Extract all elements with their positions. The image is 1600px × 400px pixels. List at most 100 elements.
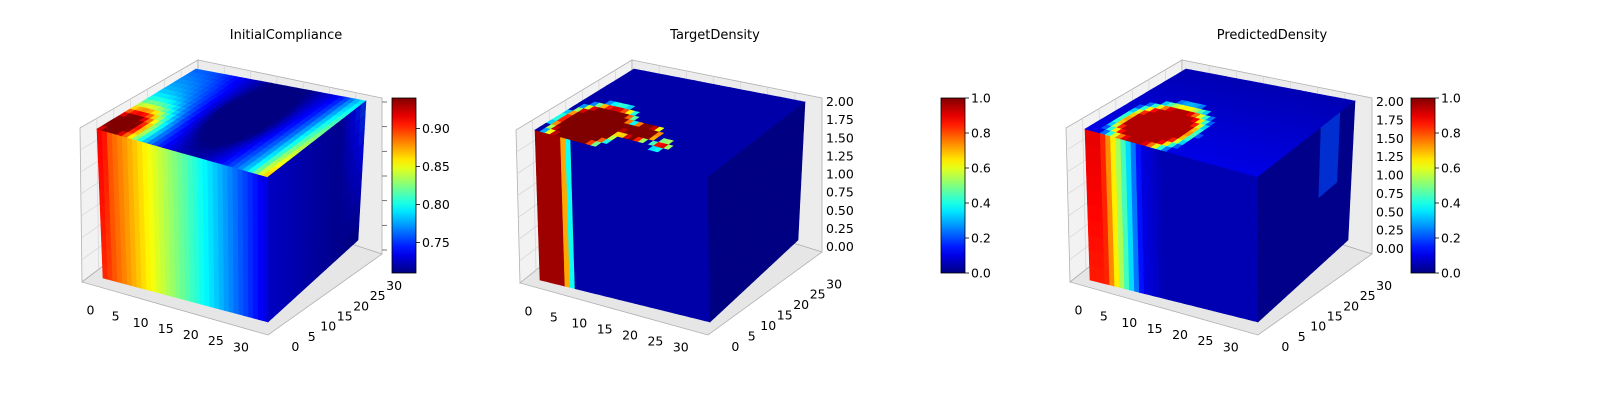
voxel-cell xyxy=(647,218,654,236)
z-tick-label: 1.25 xyxy=(1376,149,1404,164)
voxel-cell xyxy=(673,225,680,242)
voxel-cell xyxy=(703,247,710,265)
voxel-cell xyxy=(247,214,254,232)
voxel-cell xyxy=(572,228,580,246)
voxel-cell xyxy=(567,227,575,245)
voxel-cell xyxy=(1132,231,1139,248)
voxel-cell xyxy=(223,280,230,298)
voxel-cell xyxy=(172,164,179,182)
voxel-cell xyxy=(1212,281,1219,298)
voxel-cell xyxy=(599,279,606,297)
voxel-cell xyxy=(538,234,545,252)
voxel-cell xyxy=(257,275,264,293)
voxel-cell xyxy=(693,230,700,248)
voxel-cell xyxy=(1099,267,1106,285)
y-tick-label: 20 xyxy=(353,298,369,313)
voxel-cell xyxy=(1212,251,1219,269)
voxel-cell xyxy=(661,164,668,181)
voxel-cell xyxy=(242,242,249,259)
voxel-cell xyxy=(663,237,670,254)
voxel-cell xyxy=(1232,227,1239,245)
voxel-cell xyxy=(1103,253,1110,271)
voxel-cell xyxy=(237,226,244,244)
voxel-cell xyxy=(572,213,579,231)
voxel-cell xyxy=(1207,206,1214,224)
voxel-cell xyxy=(672,166,679,184)
voxel-cell xyxy=(1123,273,1130,291)
voxel-cell xyxy=(623,256,630,274)
voxel-cell xyxy=(607,193,614,211)
voxel-cell xyxy=(262,247,269,265)
voxel-cell xyxy=(1197,233,1204,250)
voxel-cell xyxy=(1171,182,1178,200)
voxel-cell xyxy=(1187,215,1194,233)
voxel-cell xyxy=(197,186,204,203)
voxel-cell xyxy=(618,240,625,258)
tick-labels: 0 5 10 15 20 25 30 0510152025300.000.250.500.75… xyxy=(1075,94,1404,354)
x-tick-label: 20 xyxy=(622,327,638,342)
voxel-cell xyxy=(637,186,644,204)
voxel-cell xyxy=(252,172,259,190)
voxel-cell xyxy=(1168,284,1175,302)
panel-target-density: TargetDensity 0 5 10 15 20 25 30 0510152025300.… xyxy=(515,28,991,354)
voxel-cell xyxy=(565,137,572,155)
voxel-cell xyxy=(1237,185,1244,203)
voxel-cell xyxy=(209,291,215,309)
voxel-cell xyxy=(253,274,259,291)
voxel-cell xyxy=(99,188,106,206)
voxel-cell xyxy=(133,182,140,200)
voxel-cell xyxy=(1232,213,1239,230)
voxel-cell xyxy=(697,173,704,191)
voxel-cell xyxy=(1232,198,1239,216)
voxel-cell xyxy=(1157,222,1164,240)
voxel-cell xyxy=(106,131,113,149)
voxel-cell xyxy=(1237,272,1244,290)
voxel-cell xyxy=(1105,164,1113,182)
voxel-cell xyxy=(1089,130,1096,148)
voxel-cell xyxy=(591,174,598,192)
voxel-cell xyxy=(178,224,185,242)
voxel-cell xyxy=(1166,151,1173,169)
voxel-cell xyxy=(545,162,553,180)
voxel-cell xyxy=(668,267,675,285)
voxel-cell xyxy=(1176,168,1183,186)
voxel-cell xyxy=(1118,272,1125,289)
voxel-cell xyxy=(699,290,706,307)
voxel-cell xyxy=(247,200,254,217)
voxel-cell xyxy=(639,274,646,292)
voxel-cell xyxy=(115,221,122,239)
voxel-cell xyxy=(1187,201,1193,218)
voxel-cell xyxy=(669,282,676,300)
voxel-cell xyxy=(1222,225,1229,242)
voxel-cell xyxy=(252,259,259,277)
voxel-cell xyxy=(1172,211,1179,229)
voxel-cube xyxy=(96,68,367,323)
voxel-cell xyxy=(1252,233,1259,250)
voxel-cell xyxy=(1222,196,1229,213)
voxel-cell xyxy=(189,256,196,274)
voxel-cell xyxy=(1182,244,1189,261)
voxel-cell xyxy=(623,271,631,288)
voxel-cell xyxy=(1181,170,1188,188)
colorbar-tick-label: 0.6 xyxy=(971,161,991,176)
voxel-cell xyxy=(143,200,150,218)
voxel-cell xyxy=(576,170,583,188)
voxel-cell xyxy=(1130,156,1137,174)
voxel-cell xyxy=(592,219,599,236)
voxel-cell xyxy=(1232,271,1239,289)
voxel-cell xyxy=(1158,282,1165,299)
z-tick-label: 0.50 xyxy=(826,203,854,218)
voxel-cell xyxy=(1196,174,1203,192)
x-tick-label: 10 xyxy=(571,316,587,331)
voxel-cell xyxy=(1146,175,1153,193)
voxel-cell xyxy=(1158,267,1165,285)
voxel-cell xyxy=(1101,178,1108,196)
voxel-cell xyxy=(593,233,600,251)
voxel-cell xyxy=(678,270,685,288)
voxel-cell xyxy=(158,189,165,207)
voxel-cell xyxy=(1186,156,1193,174)
voxel-cell xyxy=(154,247,161,265)
voxel-cell xyxy=(704,276,710,294)
voxel-cell xyxy=(218,221,224,238)
voxel-cell xyxy=(233,283,240,301)
